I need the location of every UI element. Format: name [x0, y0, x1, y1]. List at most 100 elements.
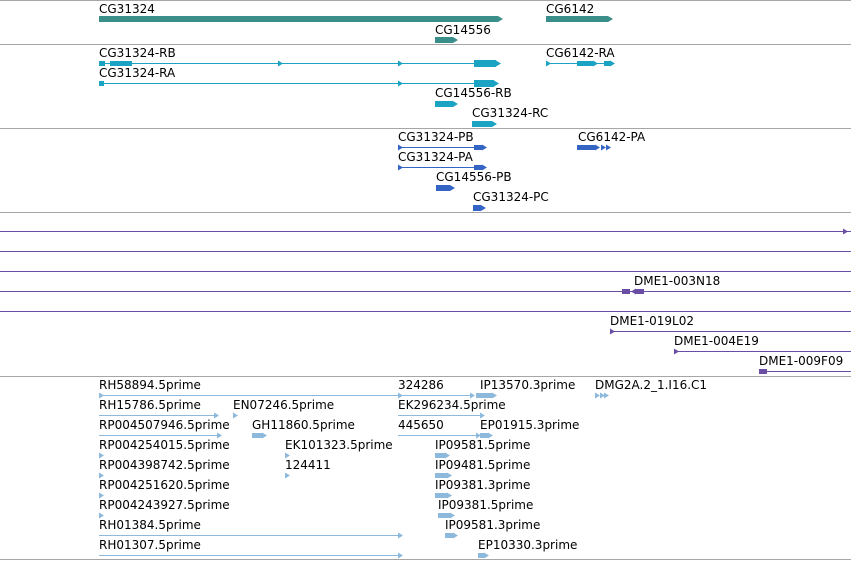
est-label[interactable]: IP09581.3prime	[445, 518, 541, 532]
strand-arrow	[595, 144, 600, 151]
exon-block	[474, 80, 494, 87]
strand-arrow	[278, 60, 283, 67]
strand-arrow	[398, 60, 403, 67]
transcript-label-cg14556-rb[interactable]: CG14556-RB	[435, 86, 512, 100]
strand-arrow	[453, 101, 458, 107]
gene-label-cg14556[interactable]: CG14556	[435, 23, 491, 37]
strand-arrow	[214, 412, 219, 419]
est-label[interactable]: EK296234.5prime	[398, 398, 506, 412]
strand-arrow	[217, 432, 222, 439]
est-label[interactable]: RP004507946.5prime	[99, 418, 230, 432]
est-label[interactable]: IP09581.5prime	[435, 438, 531, 452]
protein-label-cg14556-pb[interactable]: CG14556-PB	[436, 170, 512, 184]
est-label[interactable]: DMG2A.2_1.I16.C1	[595, 378, 708, 392]
strand-arrow	[99, 452, 104, 459]
strand-arrow	[398, 164, 403, 171]
strand-arrow	[481, 205, 486, 211]
gene-bar	[435, 37, 453, 43]
strand-arrow	[398, 80, 403, 87]
est-block	[478, 553, 484, 558]
est-label[interactable]: RP004398742.5prime	[99, 458, 230, 472]
protein-label-cg31324-pb[interactable]: CG31324-PB	[398, 130, 474, 144]
est-block	[252, 433, 262, 438]
strand-arrow	[482, 144, 487, 151]
est-label[interactable]: RH15786.5prime	[99, 398, 201, 412]
est-block	[480, 433, 488, 438]
est-label[interactable]: RH01307.5prime	[99, 538, 201, 552]
strand-arrow	[99, 472, 104, 479]
est-label[interactable]: GH11860.5prime	[252, 418, 355, 432]
strand-arrow	[480, 412, 485, 419]
est-block	[435, 493, 447, 498]
exon-block	[473, 205, 481, 211]
strand-arrow	[595, 392, 600, 399]
exon-block	[436, 185, 450, 191]
est-label[interactable]: 124411	[285, 458, 331, 472]
strand-arrow	[600, 392, 605, 399]
strand-arrow	[496, 60, 501, 67]
strand-arrow	[453, 532, 458, 539]
exon-block	[99, 81, 104, 86]
gene-bar	[99, 16, 498, 22]
est-label[interactable]: RP004251620.5prime	[99, 478, 230, 492]
exon-block	[577, 145, 595, 150]
est-label[interactable]: EN07246.5prime	[233, 398, 335, 412]
est-label[interactable]: EP10330.3prime	[478, 538, 578, 552]
strand-arrow	[484, 552, 489, 559]
est-label[interactable]: RP004254015.5prime	[99, 438, 230, 452]
est-label[interactable]: IP09381.3prime	[435, 478, 531, 492]
strand-arrow	[450, 512, 455, 519]
strand-arrow	[285, 472, 290, 479]
exon-block	[577, 61, 593, 66]
transcript-label-cg31324-rb[interactable]: CG31324-RB	[99, 46, 176, 60]
est-label[interactable]: IP09381.5prime	[438, 498, 534, 512]
strand-arrow	[476, 432, 481, 439]
strand-arrow	[674, 348, 679, 355]
gene-label-cg6142[interactable]: CG6142	[546, 2, 595, 16]
strand-arrow	[285, 452, 290, 459]
protein-label-cg31324-pa[interactable]: CG31324-PA	[398, 150, 473, 164]
strand-arrow	[99, 492, 104, 499]
strand-arrow	[398, 532, 403, 539]
est-label[interactable]: EP01915.3prime	[480, 418, 580, 432]
strand-arrow	[445, 452, 450, 459]
gene-strand-arrow	[608, 16, 613, 22]
gene-strand-arrow	[498, 16, 503, 22]
strand-arrow	[262, 432, 267, 439]
est-label[interactable]: IP09481.5prime	[435, 458, 531, 472]
clone-label-dme1-003n18[interactable]: DME1-003N18	[634, 274, 721, 288]
strand-arrow	[601, 144, 606, 151]
est-label[interactable]: RH58894.5prime	[99, 378, 201, 392]
est-label[interactable]: 445650	[398, 418, 444, 432]
est-label[interactable]: RP004243927.5prime	[99, 498, 230, 512]
est-block	[438, 513, 450, 518]
exon-block	[110, 61, 132, 66]
strand-arrow	[546, 60, 551, 67]
strand-arrow	[398, 552, 403, 559]
protein-label-cg31324-pc[interactable]: CG31324-PC	[473, 190, 549, 204]
transcript-label-cg31324-rc[interactable]: CG31324-RC	[472, 106, 549, 120]
gene-strand-arrow	[453, 37, 458, 43]
strand-arrow	[488, 432, 493, 439]
strand-arrow	[492, 121, 497, 127]
est-label[interactable]: RH01384.5prime	[99, 518, 201, 532]
strand-arrow	[610, 60, 615, 67]
exon-block	[99, 61, 105, 66]
est-label[interactable]: 324286	[398, 378, 444, 392]
strand-arrow	[631, 288, 636, 295]
strand-arrow	[593, 60, 598, 67]
strand-arrow	[482, 164, 487, 171]
transcript-label-cg31324-ra[interactable]: CG31324-RA	[99, 66, 176, 80]
clone-block	[622, 289, 630, 294]
clone-block	[636, 289, 644, 294]
transcript-label-cg6142-ra[interactable]: CG6142-RA	[546, 46, 615, 60]
strand-arrow	[606, 144, 611, 151]
protein-label-cg6142-pa[interactable]: CG6142-PA	[578, 130, 646, 144]
est-label[interactable]: IP13570.3prime	[480, 378, 576, 392]
clone-label-dme1-009f09[interactable]: DME1-009F09	[759, 354, 844, 368]
gene-label-cg31324[interactable]: CG31324	[99, 2, 155, 16]
clone-label-dme1-019l02[interactable]: DME1-019L02	[610, 314, 694, 328]
est-label[interactable]: EK101323.5prime	[285, 438, 393, 452]
clone-label-dme1-004e19[interactable]: DME1-004E19	[674, 334, 759, 348]
